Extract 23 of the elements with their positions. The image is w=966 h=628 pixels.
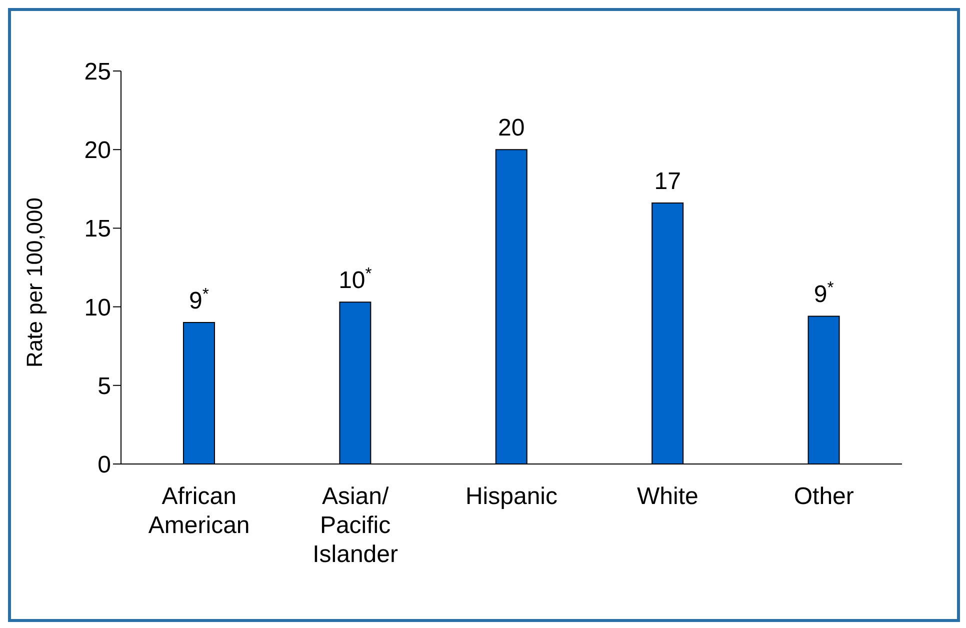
bar — [808, 316, 840, 464]
bar — [339, 302, 372, 464]
y-tick-label: 0 — [98, 452, 111, 479]
x-tick-label: Hispanic — [465, 483, 558, 510]
y-tick-label: 10 — [84, 294, 111, 322]
y-tick-label: 15 — [84, 216, 111, 243]
x-tick-label: African American — [148, 483, 250, 539]
x-tick-label: White — [637, 483, 698, 510]
frame: African American Asian/ Pacific Islander Hispanic White Other 0 5 10 15 20 25 Rate per 100,000 9$^{*}$ 10$^{*}$ 20 17 9$^{*}$ — [8, 8, 960, 622]
y-tick-label: 5 — [98, 372, 111, 400]
y-axis-title: Rate per 100,000 — [22, 197, 47, 368]
y-tick-label: 25 — [84, 58, 111, 86]
data-label: 20 — [498, 114, 525, 142]
x-tick-label: Other — [794, 483, 854, 510]
data-label: 10$^{*}$ — [338, 264, 372, 294]
bar — [182, 322, 215, 464]
data-label: 9$^{*}$ — [814, 278, 834, 308]
x-tick-label: Asian/ Pacific Islander — [312, 483, 398, 568]
data-label: 9$^{*}$ — [189, 284, 210, 315]
data-label: 17 — [654, 168, 681, 196]
bar — [495, 149, 528, 464]
y-tick-label: 20 — [84, 137, 111, 164]
bar — [652, 202, 684, 464]
